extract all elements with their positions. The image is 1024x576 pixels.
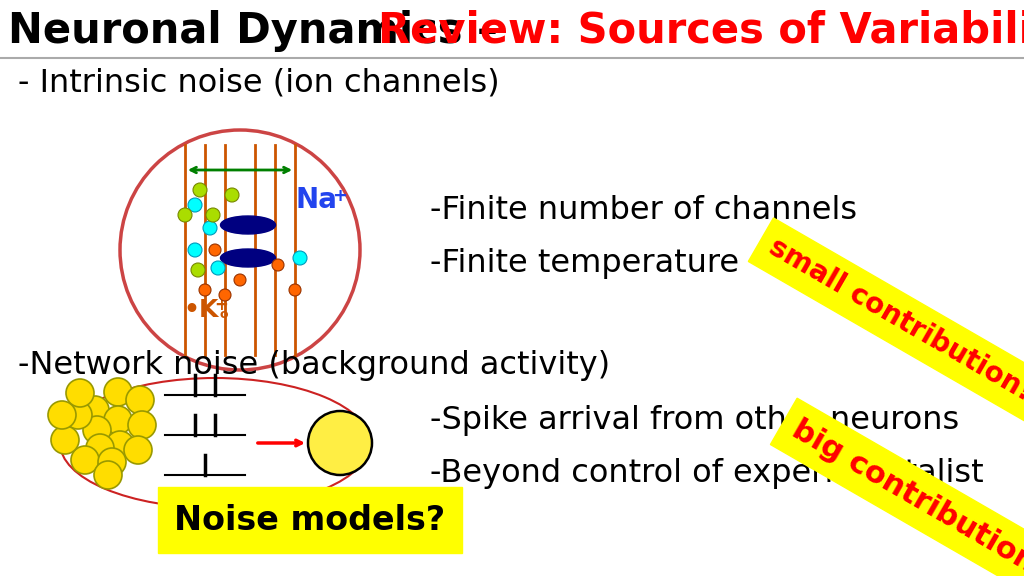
Circle shape <box>66 379 94 407</box>
Text: -Network noise (background activity): -Network noise (background activity) <box>18 350 610 381</box>
Circle shape <box>272 259 284 271</box>
Text: -Spike arrival from other neurons: -Spike arrival from other neurons <box>430 405 959 436</box>
Circle shape <box>188 198 202 212</box>
Text: +: + <box>214 296 228 314</box>
Circle shape <box>234 274 246 286</box>
Circle shape <box>71 446 99 474</box>
Circle shape <box>86 434 114 462</box>
Circle shape <box>193 183 207 197</box>
Text: big contribution!: big contribution! <box>787 415 1024 576</box>
Circle shape <box>51 426 79 454</box>
Circle shape <box>128 411 156 439</box>
Circle shape <box>209 244 221 256</box>
Circle shape <box>124 436 152 464</box>
Ellipse shape <box>220 216 275 234</box>
Text: -Finite number of channels: -Finite number of channels <box>430 195 857 226</box>
Text: -Beyond control of experimentalist: -Beyond control of experimentalist <box>430 458 984 489</box>
Text: +: + <box>332 187 347 205</box>
Circle shape <box>211 261 225 275</box>
Text: small contribution!: small contribution! <box>764 233 1024 407</box>
Text: Noise models?: Noise models? <box>174 503 445 536</box>
Circle shape <box>188 243 202 257</box>
Circle shape <box>225 188 239 202</box>
Circle shape <box>63 401 92 429</box>
Circle shape <box>203 221 217 235</box>
Circle shape <box>289 284 301 296</box>
Text: -Finite temperature: -Finite temperature <box>430 248 739 279</box>
Text: - Intrinsic noise (ion channels): - Intrinsic noise (ion channels) <box>18 68 500 99</box>
Text: Review: Sources of Variability: Review: Sources of Variability <box>378 10 1024 52</box>
Circle shape <box>126 386 154 414</box>
Circle shape <box>98 448 126 476</box>
Circle shape <box>191 263 205 277</box>
Circle shape <box>206 208 220 222</box>
Text: •K: •K <box>183 298 218 322</box>
Circle shape <box>81 396 109 424</box>
Circle shape <box>104 378 132 406</box>
Circle shape <box>94 461 122 489</box>
Circle shape <box>104 406 132 434</box>
Text: o: o <box>220 309 228 321</box>
Circle shape <box>199 284 211 296</box>
Text: Neuronal Dynamics –: Neuronal Dynamics – <box>8 10 512 52</box>
Circle shape <box>293 251 307 265</box>
Circle shape <box>106 431 134 459</box>
Circle shape <box>178 208 193 222</box>
Circle shape <box>308 411 372 475</box>
Circle shape <box>48 401 76 429</box>
Circle shape <box>219 289 231 301</box>
Text: Na: Na <box>295 186 337 214</box>
Circle shape <box>83 416 111 444</box>
Ellipse shape <box>220 249 275 267</box>
